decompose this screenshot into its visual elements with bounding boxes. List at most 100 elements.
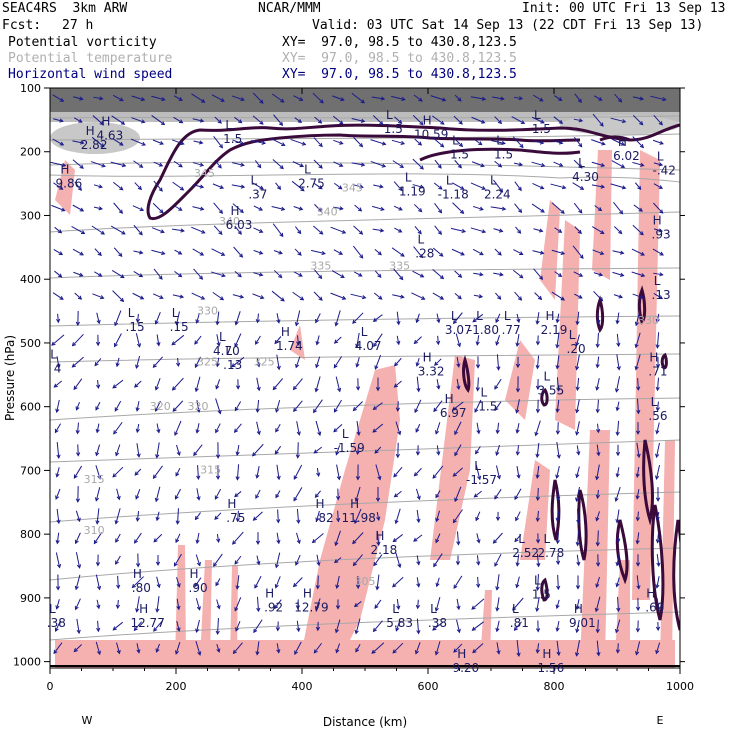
wind-arrow [255, 532, 261, 545]
wind-arrow [51, 204, 66, 212]
wind-arrow [315, 575, 320, 590]
wind-arrow [231, 95, 245, 102]
wind-arrow [655, 442, 660, 459]
wind-arrow [112, 466, 124, 478]
wind-arrow [555, 332, 560, 349]
wind-arrow [313, 291, 323, 301]
wind-arrow [174, 249, 183, 255]
wind-arrow [416, 618, 421, 635]
wind-arrow [653, 272, 664, 277]
wind-arrow [432, 247, 444, 257]
wind-arrow [56, 508, 61, 525]
wind-arrow [112, 621, 124, 631]
extremum-value: 3.07 [445, 323, 472, 337]
wind-arrow [556, 640, 561, 657]
wind-arrow [93, 96, 104, 101]
extremum-value: .13 [652, 288, 671, 302]
wind-arrow [296, 532, 301, 545]
low-marker: L [451, 309, 458, 323]
wind-arrow [73, 96, 84, 101]
wind-arrow [535, 312, 540, 325]
wind-arrow [333, 206, 344, 211]
low-marker: L [504, 309, 511, 323]
wind-arrow [255, 641, 260, 656]
wind-arrow [653, 162, 664, 167]
wind-arrow [294, 310, 301, 327]
wind-arrow [334, 530, 341, 547]
wind-arrow [436, 445, 441, 456]
wind-arrow [575, 466, 580, 479]
wind-arrow [192, 206, 205, 211]
high-marker: H [316, 497, 325, 511]
wind-arrow [535, 620, 541, 633]
wind-arrow [133, 621, 142, 632]
wind-arrow [396, 335, 401, 346]
wind-arrow [415, 488, 421, 501]
wind-arrow [535, 510, 540, 523]
wind-arrow [252, 92, 264, 104]
wind-arrow [375, 377, 381, 392]
wind-arrow [574, 226, 582, 235]
wind-arrow [456, 378, 461, 391]
wind-arrow [436, 379, 441, 390]
wind-arrow [551, 291, 565, 301]
wind-arrow [653, 202, 664, 214]
model-name: SEAC4RS 3km ARW [2, 1, 128, 16]
wind-arrow [73, 117, 83, 123]
wind-arrow [636, 398, 641, 415]
wind-arrow [314, 269, 323, 280]
wind-arrow [575, 334, 580, 347]
wind-arrow [172, 228, 185, 233]
wind-arrow [515, 333, 520, 347]
wind-arrow [574, 93, 582, 104]
wind-arrow [193, 140, 204, 145]
wind-arrow [494, 401, 502, 412]
wind-arrow [195, 554, 201, 567]
high-marker: H [542, 647, 551, 661]
x-end-label-west: W [82, 714, 93, 727]
wind-arrow [370, 160, 387, 168]
y-tick-label: 500 [20, 337, 41, 350]
wind-arrow [655, 487, 661, 502]
theta-contour-label: 325 [197, 355, 218, 368]
wind-arrow [512, 136, 524, 149]
wind-arrow [556, 442, 561, 459]
wind-arrow [471, 161, 485, 168]
wind-arrow [514, 291, 523, 301]
high-marker: H [457, 647, 466, 661]
wind-arrow [75, 510, 81, 523]
wind-arrow [493, 272, 504, 277]
wind-arrow [131, 117, 146, 124]
wind-arrow [375, 464, 382, 481]
wind-arrow [295, 442, 300, 459]
wind-arrow [233, 246, 244, 258]
wind-arrow [215, 423, 221, 434]
wind-arrow [193, 444, 203, 457]
wind-arrow [96, 620, 101, 633]
wind-arrow [435, 510, 441, 523]
wind-arrow [192, 184, 205, 189]
wind-arrow [354, 618, 361, 635]
wind-arrow [54, 270, 63, 278]
wind-arrow [292, 577, 303, 588]
wind-arrow [392, 642, 404, 654]
wind-arrow [56, 442, 61, 459]
wind-arrow [475, 446, 481, 455]
wind-arrow [414, 399, 422, 414]
wind-arrow [110, 225, 126, 235]
wind-arrow [134, 468, 142, 476]
wind-arrow [612, 250, 625, 255]
wind-arrow [214, 512, 222, 520]
wind-arrow [51, 334, 65, 346]
wind-arrow [75, 422, 80, 435]
extremum-value: 2.24 [484, 187, 511, 201]
wind-arrow [72, 248, 84, 256]
wind-arrow [495, 422, 500, 435]
wind-arrow [74, 292, 83, 300]
wind-arrow [296, 421, 301, 436]
wind-arrow [275, 490, 281, 499]
wind-arrow [53, 118, 64, 123]
extremum-value: -1.59 [334, 441, 365, 455]
theta-contour-label: 325 [254, 355, 275, 368]
wind-arrow [215, 442, 221, 459]
